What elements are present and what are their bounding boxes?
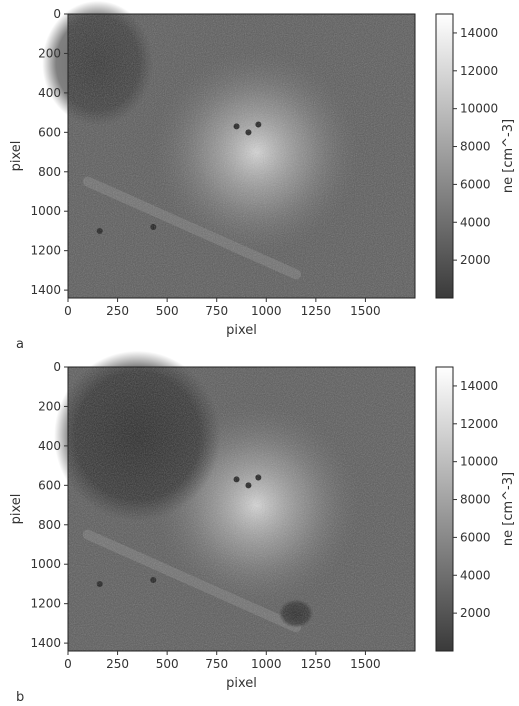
x-tick-label: 0 (64, 657, 72, 671)
colorbar: 2000 4000 6000 8000 10000 12000 14000 ne [cm^-3… (435, 366, 516, 652)
x-axis-label: pixel (226, 323, 257, 338)
y-tick-label: 200 (38, 399, 61, 413)
y-tick-label: 800 (38, 518, 61, 532)
colorbar-tick-label: 2000 (460, 253, 491, 267)
colorbar-label: ne [cm^-3] (501, 119, 516, 193)
x-tick-label: 1250 (301, 304, 332, 318)
colorbar-tick-label: 10000 (460, 102, 498, 116)
x-tick-label: 500 (156, 657, 179, 671)
y-tick-label: 600 (38, 125, 61, 139)
y-tick-label: 1200 (30, 244, 61, 258)
y-tick-label: 0 (53, 360, 61, 374)
x-tick-label: 1000 (251, 304, 282, 318)
colorbar-tick-label: 8000 (460, 493, 491, 507)
colorbar-label: ne [cm^-3] (501, 472, 516, 546)
y-tick-label: 1000 (30, 204, 61, 218)
colorbar-tick-label: 8000 (460, 140, 491, 154)
y-axis-label: pixel (9, 141, 24, 172)
y-tick-label: 600 (38, 478, 61, 492)
panel-a: 0 250 500 750 1000 1250 1500 0 200 400 600 800 1000 1… (9, 0, 516, 352)
y-tick-label: 1000 (30, 557, 61, 571)
x-tick-label: 250 (106, 304, 129, 318)
colorbar-tick-label: 12000 (460, 417, 498, 431)
x-tick-label: 750 (205, 657, 228, 671)
heatmap-image (54, 350, 415, 651)
colorbar-tick-label: 10000 (460, 455, 498, 469)
x-tick-label: 1500 (350, 657, 381, 671)
colorbar: 2000 4000 6000 8000 10000 12000 14000 ne [cm^-3… (435, 13, 516, 299)
y-tick-label: 400 (38, 439, 61, 453)
x-axis-label: pixel (226, 676, 257, 691)
x-tick-label: 250 (106, 657, 129, 671)
colorbar-tick-label: 4000 (460, 215, 491, 229)
panel-letter: b (16, 690, 24, 705)
y-tick-label: 200 (38, 46, 61, 60)
panel-letter: a (16, 337, 24, 352)
colorbar-tick-label: 14000 (460, 379, 498, 393)
y-tick-label: 0 (53, 7, 61, 21)
x-tick-label: 1500 (350, 304, 381, 318)
colorbar-tick-label: 4000 (460, 568, 491, 582)
y-tick-label: 400 (38, 86, 61, 100)
panel-b: 0 250 500 750 1000 1250 1500 0 200 400 600 800 1000 1… (9, 350, 516, 705)
y-tick-label: 800 (38, 165, 61, 179)
colorbar-tick-label: 2000 (460, 606, 491, 620)
x-tick-label: 1250 (301, 657, 332, 671)
y-tick-label: 1400 (30, 283, 61, 297)
heatmap-image (42, 0, 415, 298)
y-axis-label: pixel (9, 494, 24, 525)
x-tick-label: 750 (205, 304, 228, 318)
x-tick-label: 1000 (251, 657, 282, 671)
x-tick-label: 0 (64, 304, 72, 318)
colorbar-tick-label: 6000 (460, 177, 491, 191)
y-tick-label: 1400 (30, 636, 61, 650)
y-tick-label: 1200 (30, 597, 61, 611)
plot-frame (67, 366, 416, 652)
colorbar-tick-label: 12000 (460, 64, 498, 78)
colorbar-tick-label: 6000 (460, 530, 491, 544)
x-tick-label: 500 (156, 304, 179, 318)
colorbar-tick-label: 14000 (460, 26, 498, 40)
plot-frame (67, 13, 416, 299)
